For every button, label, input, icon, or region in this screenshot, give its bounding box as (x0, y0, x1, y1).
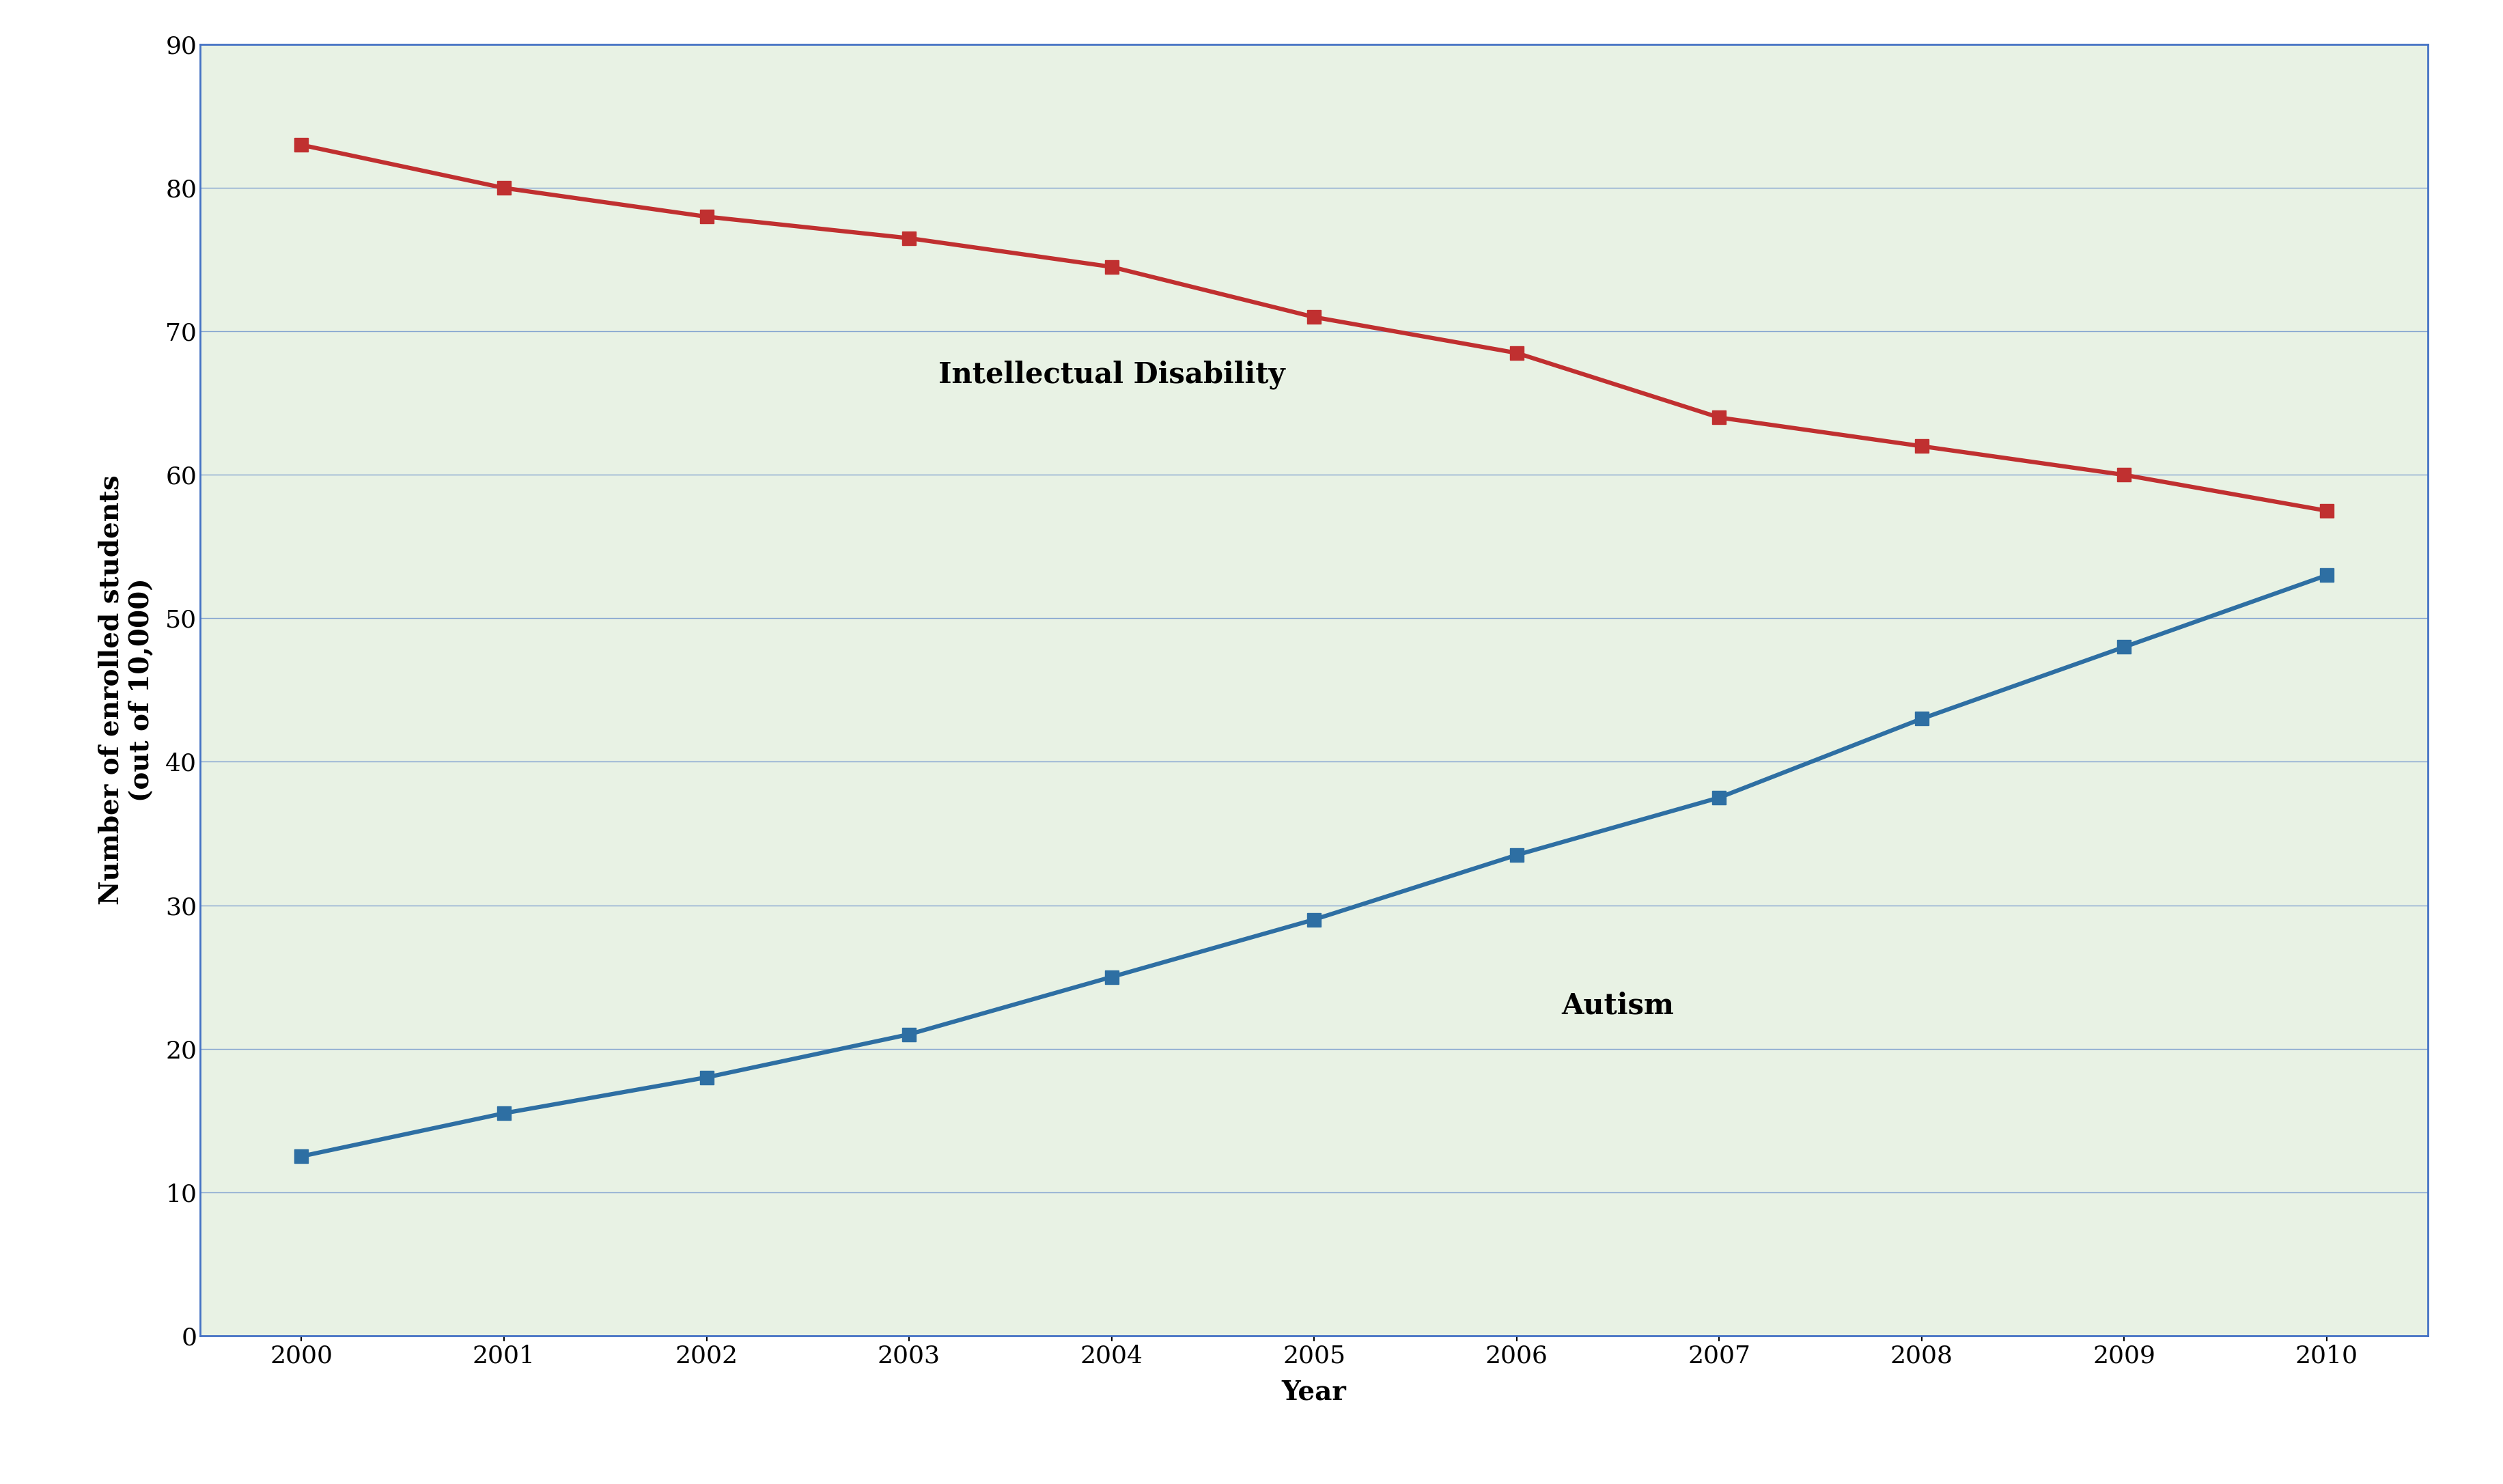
Y-axis label: Number of enrolled students
(out of 10,000): Number of enrolled students (out of 10,0… (98, 475, 155, 905)
Text: Intellectual Disability: Intellectual Disability (939, 361, 1284, 389)
X-axis label: Year: Year (1282, 1379, 1347, 1405)
Text: Autism: Autism (1562, 991, 1675, 1020)
